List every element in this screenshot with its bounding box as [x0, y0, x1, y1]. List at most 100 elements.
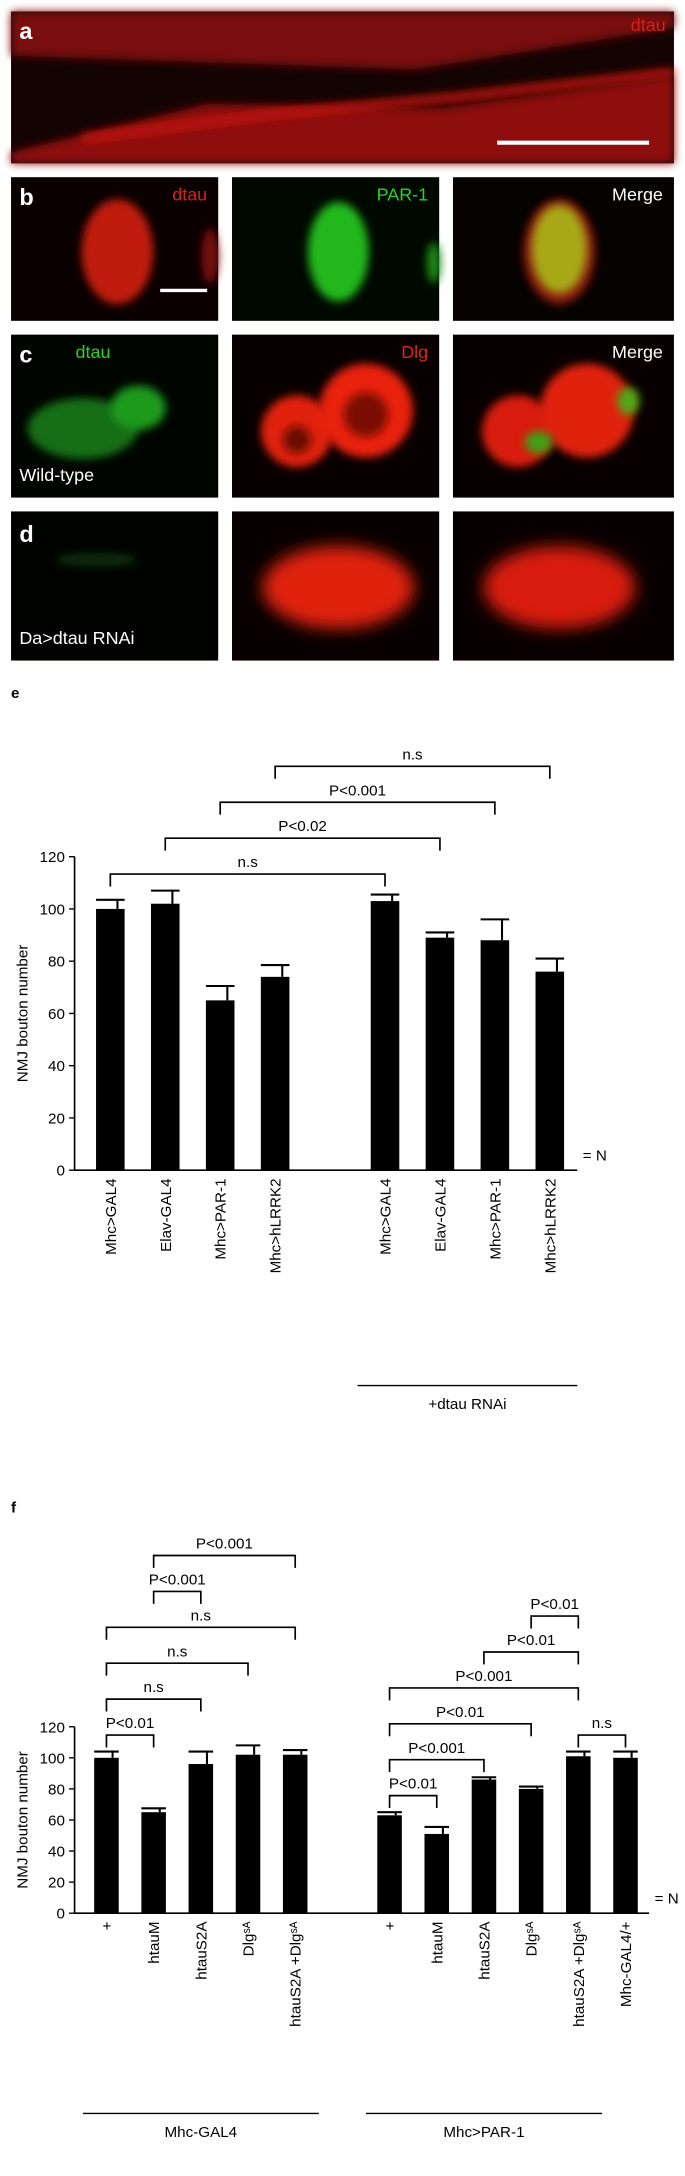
group-label: Mhc>PAR-1 — [443, 2124, 524, 2141]
panel-label: e — [11, 685, 19, 702]
comparison-label: P<0.001 — [329, 782, 386, 799]
y-tick-label: 0 — [56, 1906, 64, 1923]
bar — [471, 1779, 497, 1914]
x-tick-label: Dlgˢᴬ — [524, 1921, 541, 1956]
channel-label: Merge — [612, 342, 663, 362]
bar — [377, 1815, 402, 1914]
bar — [141, 1812, 166, 1914]
n-label: 43 — [102, 1148, 119, 1165]
n-label-suffix: = N — [583, 1148, 607, 1165]
comparison-bracket — [219, 801, 496, 815]
n-label: 19 — [475, 1891, 492, 1908]
bar — [535, 971, 565, 1171]
n-label: 17 — [570, 1891, 587, 1908]
panel-label: f — [11, 1500, 17, 1517]
panel-label: c — [19, 341, 32, 367]
y-tick-label: 20 — [48, 1875, 65, 1892]
comparison-bracket — [388, 1758, 485, 1773]
comparison-bracket — [105, 1626, 297, 1640]
x-tick-label: Mhc>hLRRK2 — [268, 1178, 285, 1273]
comparison-bracket — [388, 1794, 438, 1809]
x-tick-label: Mhc>GAL4 — [378, 1178, 395, 1254]
comparison-label: P<0.01 — [106, 1715, 155, 1732]
comparison-label: P<0.001 — [196, 1536, 253, 1553]
bar — [150, 903, 180, 1171]
x-tick-label: Dlgˢᴬ — [241, 1921, 258, 1956]
comparison-label: P<0.01 — [389, 1776, 438, 1793]
y-tick-label: 40 — [48, 1058, 65, 1075]
y-axis-label: NMJ bouton number — [15, 1751, 32, 1889]
n-label: 22 — [486, 1148, 503, 1165]
comparison-label: n.s — [167, 1643, 188, 1660]
bar — [518, 1788, 544, 1914]
comparison-bracket — [530, 1615, 580, 1629]
x-tick-label: Mhc>PAR-1 — [213, 1178, 230, 1259]
y-tick-label: 40 — [48, 1844, 65, 1861]
comparison-label: n.s — [238, 854, 259, 871]
bar — [260, 976, 290, 1171]
x-tick-label: Mhc>hLRRK2 — [542, 1178, 559, 1273]
bar — [235, 1754, 261, 1914]
n-label: 17 — [287, 1891, 304, 1908]
comparison-bracket — [105, 1662, 249, 1676]
x-tick-label: htauM — [146, 1921, 163, 1963]
genotype-label: Wild-type — [19, 465, 94, 485]
bar — [424, 1833, 450, 1914]
comparison-label: P<0.02 — [278, 818, 327, 835]
comparison-label: P<0.01 — [436, 1704, 485, 1721]
channel-label: Dlg — [401, 342, 428, 362]
channel-label: dtau — [172, 185, 207, 205]
x-tick-label: Elav-GAL4 — [158, 1178, 175, 1251]
y-tick-label: 20 — [48, 1110, 65, 1127]
n-label: 22 — [541, 1148, 558, 1165]
x-tick-label: Mhc-GAL4/+ — [618, 1921, 635, 2007]
x-tick-label: Mhc>GAL4 — [103, 1178, 120, 1254]
panel-label: b — [19, 184, 33, 210]
y-tick-label: 80 — [48, 954, 65, 971]
panel-label: a — [19, 18, 33, 44]
bar — [370, 901, 400, 1171]
comparison-bracket — [109, 873, 386, 887]
comparison-label: n.s — [402, 746, 423, 763]
bar — [96, 908, 125, 1171]
x-tick-label: Mhc>PAR-1 — [487, 1178, 504, 1259]
n-label: 18 — [267, 1148, 284, 1165]
n-label: 17 — [145, 1891, 162, 1908]
comparison-label: n.s — [592, 1715, 613, 1732]
comparison-bracket — [388, 1687, 580, 1701]
y-axis-label: NMJ bouton number — [15, 945, 32, 1083]
y-tick-label: 120 — [40, 849, 65, 866]
panel-d: d Da>dtau RNAi — [11, 511, 674, 661]
group-label: Mhc-GAL4 — [165, 2124, 238, 2141]
comparison-bracket — [105, 1698, 202, 1712]
comparison-bracket — [274, 765, 551, 779]
x-tick-label: Elav-GAL4 — [432, 1178, 449, 1251]
comparison-label: P<0.001 — [149, 1571, 206, 1588]
comparison-label: P<0.01 — [530, 1596, 579, 1613]
y-tick-label: 80 — [48, 1781, 65, 1798]
comparison-label: P<0.001 — [408, 1740, 465, 1757]
n-label: 17 — [523, 1891, 540, 1908]
x-tick-label: htauS2A — [476, 1921, 493, 1980]
bar — [205, 1000, 235, 1171]
x-tick-label: + — [99, 1921, 116, 1930]
panel-b: b dtau PAR-1 Merge — [11, 177, 674, 321]
y-tick-label: 60 — [48, 1812, 65, 1829]
n-label: 26 — [377, 1148, 394, 1165]
channel-label: PAR-1 — [377, 185, 429, 205]
panel-c: c dtau Dlg Merge Wild-type — [11, 334, 674, 498]
n-label: 23 — [157, 1148, 174, 1165]
y-tick-label: 100 — [40, 1750, 65, 1767]
bar — [480, 940, 510, 1171]
genotype-label: Da>dtau RNAi — [19, 628, 134, 648]
x-tick-label: htauS2A +Dlgˢᴬ — [288, 1921, 305, 2026]
n-label-suffix: = N — [655, 1891, 679, 1908]
bar — [282, 1754, 308, 1914]
comparison-bracket — [388, 1722, 532, 1737]
n-label: 23 — [212, 1148, 229, 1165]
bar — [425, 937, 455, 1171]
n-label: 18 — [381, 1891, 398, 1908]
bar — [94, 1757, 119, 1914]
n-label: 36 — [617, 1891, 634, 1908]
